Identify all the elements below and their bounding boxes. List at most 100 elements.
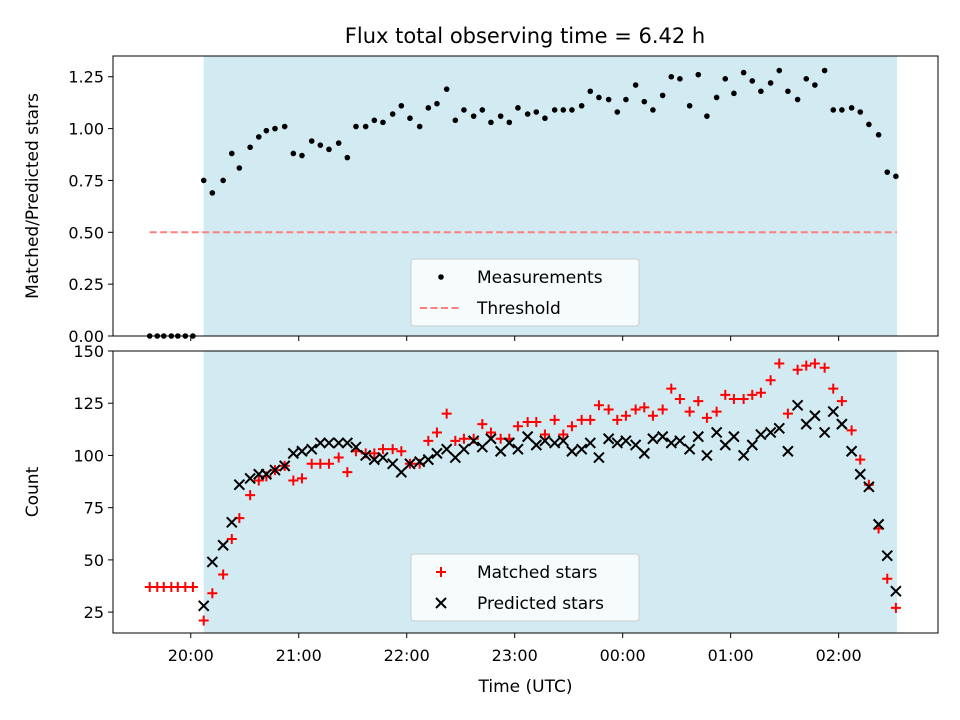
measurement-point bbox=[857, 109, 864, 115]
matched-point bbox=[549, 414, 560, 425]
matched-point bbox=[720, 389, 731, 400]
measurement-point bbox=[551, 107, 558, 113]
measurement-point bbox=[650, 107, 656, 113]
predicted-point bbox=[683, 443, 696, 455]
matched-point bbox=[226, 534, 237, 544]
predicted-point bbox=[647, 433, 659, 445]
predicted-point bbox=[719, 439, 731, 451]
matched-point bbox=[566, 421, 577, 432]
matched-point bbox=[485, 427, 496, 438]
matched-point bbox=[657, 404, 668, 415]
measurement-point bbox=[255, 134, 262, 140]
predicted-point bbox=[431, 447, 443, 460]
predicted-point bbox=[476, 441, 489, 453]
x-tick-label: 00:00 bbox=[600, 646, 646, 665]
measurement-point bbox=[866, 121, 872, 128]
predicted-point bbox=[341, 437, 354, 449]
matched-point bbox=[576, 414, 587, 425]
matched-point bbox=[882, 573, 893, 584]
measurement-point bbox=[488, 119, 494, 126]
matched-point bbox=[666, 383, 677, 394]
predicted-point bbox=[377, 451, 389, 464]
predicted-point bbox=[755, 428, 767, 441]
matched-point bbox=[603, 404, 614, 415]
matched-point bbox=[828, 383, 839, 394]
predicted-point bbox=[872, 518, 885, 531]
predicted-point bbox=[566, 445, 578, 457]
predicted-point bbox=[530, 439, 543, 451]
measurement-point bbox=[803, 76, 810, 82]
predicted-point bbox=[305, 443, 318, 455]
matched-point bbox=[387, 444, 398, 455]
matched-point bbox=[747, 389, 758, 400]
predicted-point bbox=[197, 600, 210, 612]
measurement-point bbox=[632, 82, 639, 88]
bottom-panel: 25 50 75 100 125 150 20:00 21:00 22:00 23:00 00:00… bbox=[23, 342, 939, 697]
matched-point bbox=[674, 394, 685, 405]
y-tick-label: 150 bbox=[73, 342, 104, 361]
predicted-point bbox=[692, 430, 704, 443]
predicted-point bbox=[746, 439, 758, 451]
y-tick-label: 1.25 bbox=[68, 68, 104, 87]
matched-point bbox=[218, 569, 229, 580]
predicted-point bbox=[557, 435, 570, 447]
predicted-point bbox=[269, 464, 281, 476]
matched-point bbox=[711, 406, 722, 417]
measurement-point bbox=[731, 90, 737, 97]
x-axis-label: Time (UTC) bbox=[478, 677, 573, 697]
predicted-point bbox=[638, 447, 650, 460]
measurement-point bbox=[569, 107, 575, 113]
measurement-point bbox=[200, 177, 207, 184]
top-series-0 bbox=[146, 67, 899, 339]
legend-label: Predicted stars bbox=[477, 594, 604, 614]
predicted-point bbox=[422, 453, 435, 466]
measurement-point bbox=[247, 144, 253, 151]
legend-box bbox=[410, 553, 640, 622]
measurement-point bbox=[794, 96, 801, 103]
matched-point bbox=[315, 458, 326, 469]
matched-point bbox=[819, 362, 830, 373]
x-tick-label: 23:00 bbox=[492, 646, 538, 665]
bottom-axes-frame bbox=[112, 350, 939, 634]
measurement-point bbox=[228, 150, 235, 157]
measurement-point bbox=[398, 102, 405, 109]
measurement-point bbox=[209, 190, 216, 196]
measurement-point bbox=[839, 107, 845, 113]
predicted-point bbox=[701, 449, 713, 462]
predicted-point bbox=[521, 430, 534, 443]
matched-point bbox=[296, 473, 307, 484]
measurement-point bbox=[686, 102, 693, 109]
matched-point bbox=[423, 435, 434, 446]
predicted-point bbox=[395, 466, 408, 478]
bottom-legend: Matched stars Predicted stars bbox=[410, 553, 640, 622]
matched-point bbox=[477, 419, 488, 430]
predicted-point bbox=[494, 445, 507, 457]
predicted-point bbox=[827, 405, 839, 418]
matched-point bbox=[396, 446, 407, 457]
matched-point bbox=[585, 414, 596, 425]
predicted-point bbox=[665, 437, 677, 449]
predicted-point bbox=[233, 478, 246, 491]
predicted-point bbox=[863, 481, 875, 493]
matched-point bbox=[342, 467, 353, 478]
x-tick-label: 20:00 bbox=[168, 646, 214, 665]
measurement-point bbox=[533, 109, 540, 115]
matched-point bbox=[846, 425, 857, 436]
predicted-point bbox=[217, 539, 229, 551]
predicted-point bbox=[368, 453, 381, 466]
measurement-point bbox=[695, 71, 702, 78]
matched-point bbox=[801, 360, 812, 371]
predicted-point bbox=[503, 437, 516, 449]
measurement-point bbox=[740, 69, 747, 76]
matched-point bbox=[782, 408, 793, 419]
predicted-point bbox=[404, 458, 416, 470]
measurement-point bbox=[220, 177, 226, 184]
predicted-point bbox=[350, 441, 362, 453]
measurement-point bbox=[758, 88, 764, 95]
predicted-point bbox=[629, 439, 642, 451]
matched-point bbox=[458, 433, 469, 444]
top-legend: Measurements Threshold bbox=[410, 258, 640, 327]
measurement-point bbox=[776, 67, 783, 74]
matched-point bbox=[701, 412, 712, 423]
matched-point bbox=[187, 582, 198, 593]
